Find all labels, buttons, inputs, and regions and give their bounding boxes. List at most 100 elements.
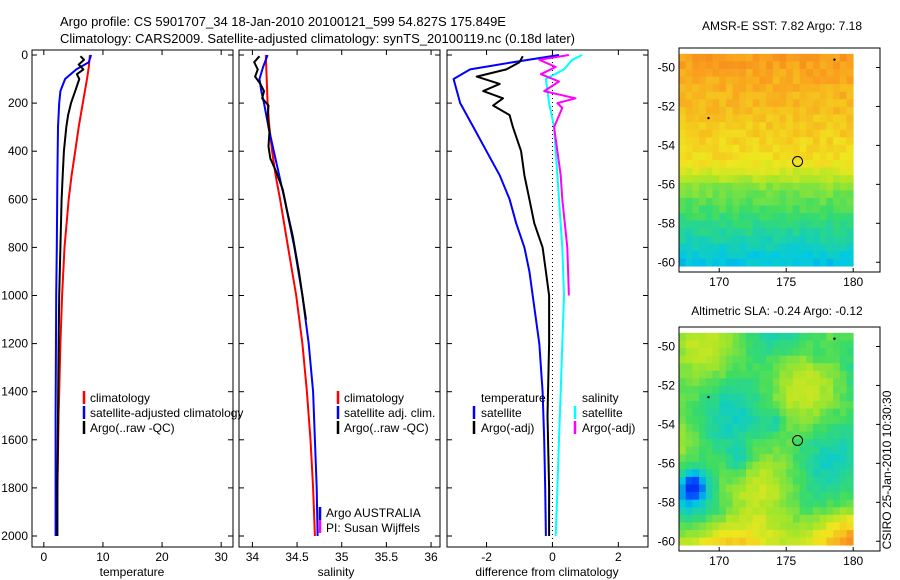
- map-cell: [826, 537, 834, 546]
- map-cell: [746, 370, 754, 379]
- map-cell: [826, 431, 834, 440]
- map-cell: [712, 99, 720, 108]
- x-tick-label: 20: [155, 550, 169, 564]
- map-cell: [739, 228, 747, 237]
- map-cell: [746, 393, 754, 402]
- map-cell: [786, 69, 794, 77]
- map-cell: [786, 213, 794, 222]
- map-cell: [792, 235, 800, 244]
- map-cell: [679, 454, 687, 463]
- map-cell: [692, 91, 700, 100]
- map-cell: [759, 340, 767, 349]
- map-cell: [826, 416, 834, 425]
- map-cell: [786, 454, 794, 463]
- map-cell: [839, 61, 847, 70]
- map-cell: [699, 499, 707, 508]
- map-cell: [705, 492, 713, 501]
- sla-map-title: Altimetric SLA: -0.24 Argo: -0.12: [691, 304, 863, 318]
- x-tick-label: 34: [246, 550, 260, 564]
- map-cell: [839, 144, 847, 153]
- map-cell: [779, 340, 787, 349]
- map-cell: [772, 529, 780, 538]
- map-cell: [759, 363, 767, 372]
- map-cell: [792, 197, 800, 206]
- map-cell: [839, 446, 847, 455]
- map-cell: [685, 91, 693, 100]
- map-cell: [792, 355, 800, 364]
- map-cell: [839, 332, 847, 341]
- map-cell: [725, 385, 733, 394]
- map-cell: [712, 499, 720, 508]
- map-cell: [826, 484, 834, 493]
- map-cell: [732, 167, 740, 176]
- map-cell: [846, 416, 854, 425]
- map-cell: [839, 167, 847, 176]
- map-cell: [692, 385, 700, 394]
- map-cell: [732, 122, 740, 131]
- map-cell: [792, 340, 800, 349]
- y-tick-label: 1200: [1, 337, 28, 351]
- map-cell: [719, 144, 727, 153]
- map-cell: [725, 197, 733, 206]
- sst-map-title: AMSR-E SST: 7.82 Argo: 7.18: [702, 19, 862, 33]
- map-cell: [826, 182, 834, 191]
- x-tick-label: 2: [615, 550, 622, 564]
- map-cell: [799, 250, 807, 259]
- map-cell: [792, 507, 800, 516]
- x-tick-label: 35.5: [375, 550, 399, 564]
- map-cell: [692, 363, 700, 372]
- map-cell: [806, 446, 814, 455]
- map-cell: [712, 454, 720, 463]
- map-cell: [833, 537, 841, 546]
- map-cell: [806, 370, 814, 379]
- map-cell: [752, 129, 760, 138]
- x-tick-label: 36: [424, 550, 438, 564]
- map-cell: [813, 393, 821, 402]
- map-cell: [719, 348, 727, 356]
- map-cell: [725, 514, 733, 523]
- map-cell: [685, 144, 693, 153]
- map-cell: [692, 250, 700, 259]
- map-cell: [712, 408, 720, 417]
- map-cell: [833, 243, 841, 252]
- map-cell: [692, 175, 700, 184]
- map-cell: [685, 340, 693, 349]
- map-cell: [725, 144, 733, 153]
- map-x-tick-label: 180: [843, 554, 863, 568]
- map-cell: [685, 461, 693, 470]
- map-cell: [759, 408, 767, 417]
- map-x-tick-label: 175: [776, 275, 796, 289]
- map-cell: [705, 160, 713, 168]
- map-cell: [833, 258, 841, 267]
- map-y-tick-label: -54: [658, 417, 676, 431]
- map-cell: [772, 332, 780, 341]
- map-cell: [679, 469, 687, 478]
- map-cell: [712, 235, 720, 244]
- map-cell: [732, 61, 740, 70]
- map-cell: [806, 106, 814, 115]
- map-cell: [786, 114, 794, 123]
- map-cell: [779, 401, 787, 410]
- map-cell: [786, 416, 794, 425]
- map-cell: [746, 250, 754, 259]
- map-cell: [772, 439, 780, 447]
- map-cell: [846, 370, 854, 379]
- map-cell: [813, 378, 821, 387]
- map-cell: [792, 348, 800, 356]
- map-cell: [705, 61, 713, 70]
- map-cell: [766, 529, 774, 538]
- map-cell: [819, 129, 827, 138]
- map-cell: [699, 476, 707, 485]
- series-line-climatology: [55, 54, 91, 537]
- map-cell: [759, 122, 767, 131]
- map-cell: [779, 243, 787, 252]
- map-cell: [806, 340, 814, 349]
- map-cell: [766, 385, 774, 394]
- map-cell: [746, 461, 754, 470]
- map-cell: [792, 53, 800, 62]
- series-line-argo-raw-qc: [253, 55, 307, 320]
- map-cell: [725, 439, 733, 447]
- map-cell: [725, 137, 733, 146]
- map-cell: [685, 167, 693, 176]
- map-cell: [813, 363, 821, 372]
